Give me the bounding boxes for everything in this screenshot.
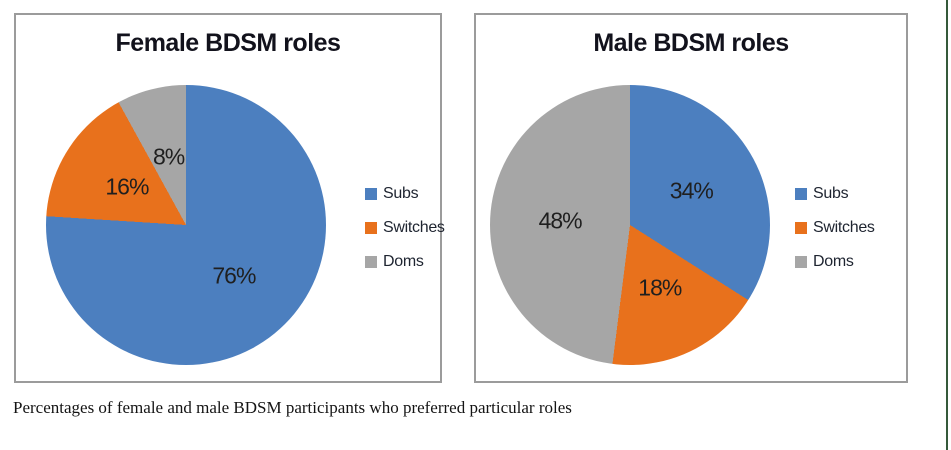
- legend-marker-switches-icon: [365, 222, 377, 234]
- pie-chart-male: 34% 18% 48%: [490, 85, 770, 365]
- figure-caption: Percentages of female and male BDSM part…: [13, 398, 572, 417]
- legend-label-switches: Switches: [813, 219, 875, 236]
- chart-box-female: Female BDSM roles 76% 16% 8% Subs Switch…: [14, 13, 445, 383]
- slice-label-switches: 16%: [105, 173, 149, 200]
- legend-label-subs: Subs: [813, 185, 849, 202]
- slice-label-subs: 34%: [669, 177, 714, 204]
- slice-label-subs: 76%: [212, 262, 256, 289]
- legend-item-switches: Switches: [365, 219, 445, 237]
- legend-marker-doms-icon: [365, 256, 377, 268]
- legend-item-switches: Switches: [795, 219, 875, 237]
- legend-female: Subs Switches Doms: [365, 185, 445, 271]
- legend-label-doms: Doms: [383, 253, 424, 270]
- pie-chart-female: 76% 16% 8%: [46, 85, 326, 365]
- legend-item-subs: Subs: [795, 185, 875, 203]
- slice-label-switches: 18%: [638, 274, 682, 301]
- page-border-line: [946, 0, 948, 450]
- legend-label-switches: Switches: [383, 219, 445, 236]
- legend-marker-switches-icon: [795, 222, 807, 234]
- chart-box-male: Male BDSM roles 34% 18% 48% Subs Switche…: [474, 13, 908, 383]
- legend-marker-doms-icon: [795, 256, 807, 268]
- legend-male: Subs Switches Doms: [795, 185, 875, 271]
- legend-marker-subs-icon: [365, 188, 377, 200]
- slice-label-doms: 48%: [538, 207, 583, 234]
- legend-marker-subs-icon: [795, 188, 807, 200]
- legend-item-subs: Subs: [365, 185, 445, 203]
- slice-label-doms: 8%: [152, 143, 185, 170]
- legend-label-subs: Subs: [383, 185, 419, 202]
- legend-item-doms: Doms: [365, 253, 445, 271]
- legend-label-doms: Doms: [813, 253, 854, 270]
- chart-title-male: Male BDSM roles: [593, 29, 789, 57]
- legend-item-doms: Doms: [795, 253, 875, 271]
- chart-title-female: Female BDSM roles: [115, 29, 341, 57]
